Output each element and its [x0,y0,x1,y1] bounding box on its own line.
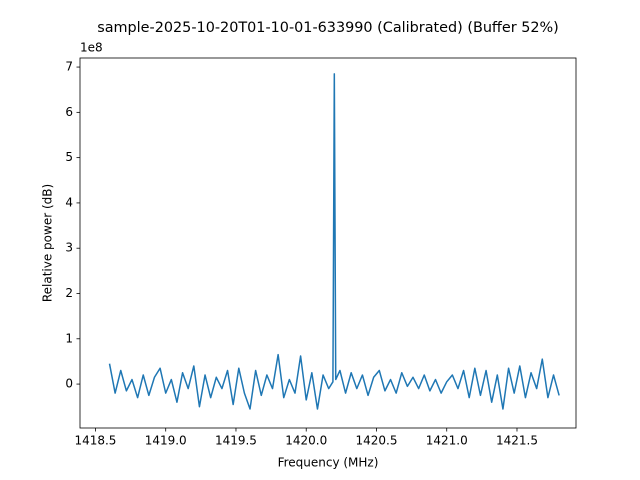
y-tick-label: 3 [65,241,73,255]
chart-title: sample-2025-10-20T01-10-01-633990 (Calib… [97,20,559,36]
y-tick-label: 6 [65,105,73,119]
y-tick-label: 5 [65,150,73,164]
x-axis-label: Frequency (MHz) [278,456,379,470]
y-tick-label: 0 [65,377,73,391]
y-offset-label: 1e8 [80,41,103,55]
y-tick-label: 4 [65,195,73,209]
x-tick-label: 1419.5 [215,434,257,448]
x-tick-label: 1421.5 [496,434,538,448]
data-line [108,73,560,410]
x-tick-label: 1418.5 [74,434,116,448]
y-tick-label: 1 [65,331,73,345]
x-tick-label: 1421.0 [426,434,468,448]
x-tick-label: 1419.0 [145,434,187,448]
x-tick-label: 1420.0 [285,434,327,448]
y-tick-label: 7 [65,60,73,74]
y-axis-label: Relative power (dB) [41,184,55,302]
axes-frame [79,57,577,429]
x-tick-label: 1420.5 [355,434,397,448]
y-tick-label: 2 [65,286,73,300]
